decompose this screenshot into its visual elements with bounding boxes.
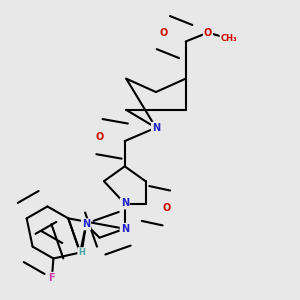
Text: N: N <box>82 219 90 229</box>
Text: H: H <box>78 248 85 257</box>
Text: O: O <box>162 203 170 213</box>
Text: N: N <box>121 224 129 234</box>
Text: N: N <box>152 123 160 133</box>
Text: F: F <box>49 273 55 283</box>
Text: O: O <box>95 132 104 142</box>
Text: O: O <box>159 28 167 38</box>
Text: O: O <box>204 28 212 38</box>
Text: CH₃: CH₃ <box>220 34 237 43</box>
Text: N: N <box>121 199 129 208</box>
